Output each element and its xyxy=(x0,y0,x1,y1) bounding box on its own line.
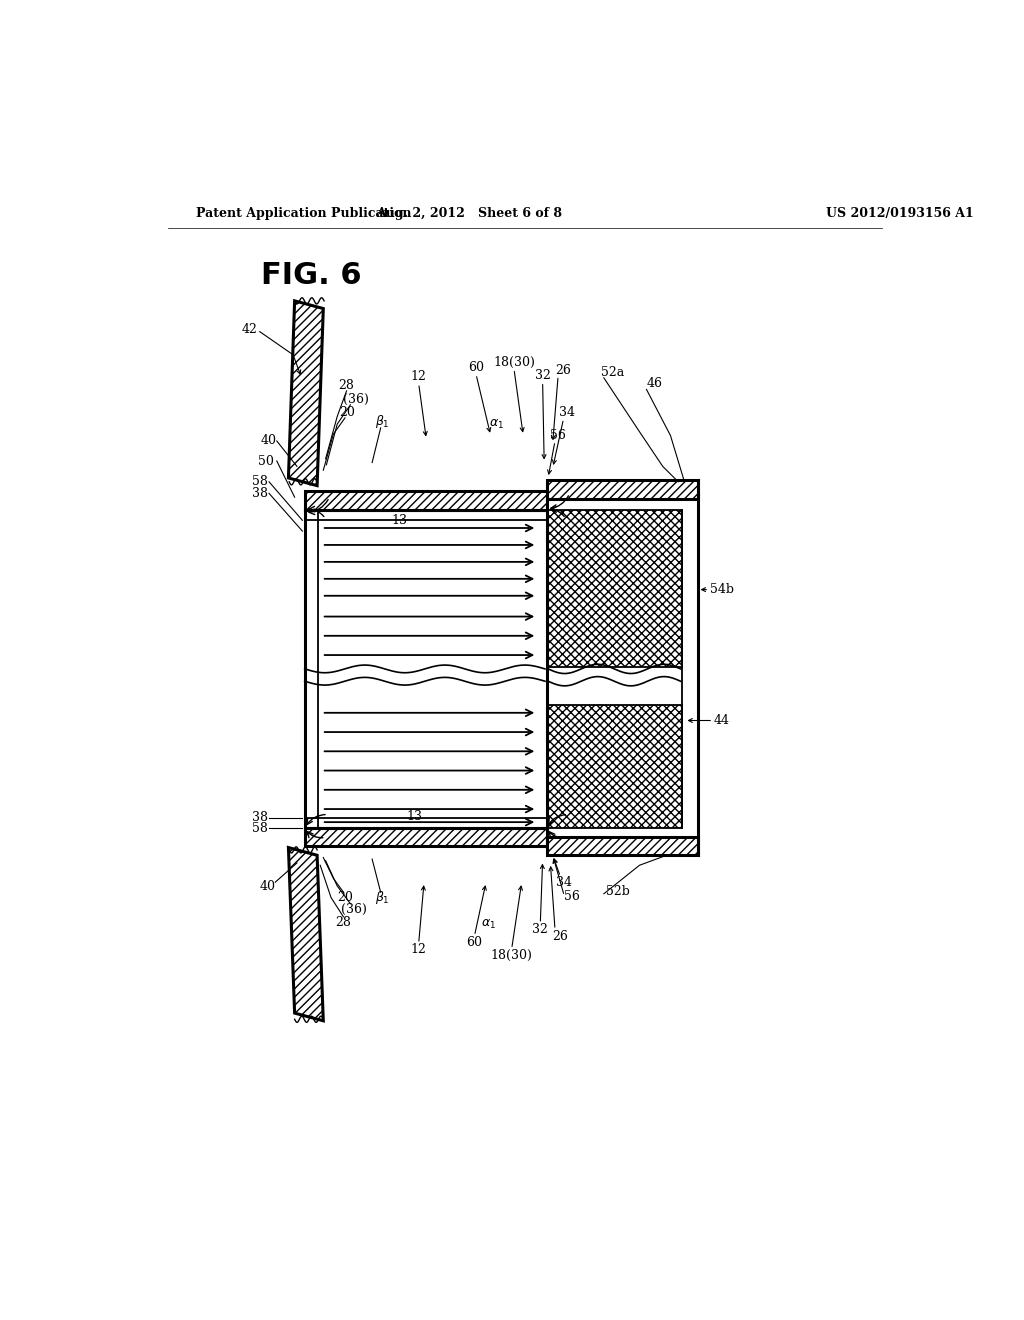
Text: 34: 34 xyxy=(556,875,571,888)
Bar xyxy=(547,480,697,499)
Text: 12: 12 xyxy=(411,942,427,956)
Text: 40: 40 xyxy=(259,879,275,892)
Text: (36): (36) xyxy=(343,393,369,407)
Bar xyxy=(548,705,682,829)
Text: Patent Application Publication: Patent Application Publication xyxy=(197,207,412,220)
Polygon shape xyxy=(289,301,324,486)
Text: 54b: 54b xyxy=(710,583,733,597)
Text: 38: 38 xyxy=(252,487,267,500)
Text: 20: 20 xyxy=(337,891,353,904)
Bar xyxy=(547,837,697,855)
Text: 46: 46 xyxy=(647,376,663,389)
Text: 32: 32 xyxy=(532,924,548,936)
Text: 50: 50 xyxy=(258,454,273,467)
Text: $\beta_1$: $\beta_1$ xyxy=(375,890,389,906)
Text: 40: 40 xyxy=(261,434,278,447)
Text: $\alpha_1$: $\alpha_1$ xyxy=(488,417,504,430)
Text: 26: 26 xyxy=(556,363,571,376)
Text: 13: 13 xyxy=(407,810,423,824)
Text: 18(30): 18(30) xyxy=(490,949,532,962)
Text: 56: 56 xyxy=(550,429,566,442)
Text: $\alpha_1$: $\alpha_1$ xyxy=(481,917,496,931)
Text: 38: 38 xyxy=(252,810,267,824)
Text: 60: 60 xyxy=(468,362,484,375)
Text: 34: 34 xyxy=(559,407,575,418)
Text: 58: 58 xyxy=(252,822,267,834)
Text: 28: 28 xyxy=(336,916,351,929)
Bar xyxy=(305,829,547,846)
Text: 28: 28 xyxy=(339,379,354,392)
Text: 20: 20 xyxy=(339,407,355,418)
Text: 52b: 52b xyxy=(606,884,630,898)
Bar xyxy=(548,510,682,667)
Polygon shape xyxy=(289,847,324,1020)
Text: 58: 58 xyxy=(252,475,267,488)
Text: 42: 42 xyxy=(242,323,258,335)
Text: FIG. 6: FIG. 6 xyxy=(261,261,361,290)
Text: $\beta_1$: $\beta_1$ xyxy=(375,413,389,430)
Text: 60: 60 xyxy=(466,936,482,949)
Text: US 2012/0193156 A1: US 2012/0193156 A1 xyxy=(825,207,973,220)
Text: 52a: 52a xyxy=(601,366,624,379)
Text: 32: 32 xyxy=(535,370,551,381)
Text: 56: 56 xyxy=(564,890,580,903)
Text: 18(30): 18(30) xyxy=(493,356,535,370)
Text: Aug. 2, 2012   Sheet 6 of 8: Aug. 2, 2012 Sheet 6 of 8 xyxy=(376,207,562,220)
Text: 12: 12 xyxy=(411,370,427,383)
Bar xyxy=(305,491,547,510)
Text: 44: 44 xyxy=(714,714,730,727)
Text: (36): (36) xyxy=(341,903,368,916)
Text: 26: 26 xyxy=(553,929,568,942)
Text: 13: 13 xyxy=(391,513,408,527)
